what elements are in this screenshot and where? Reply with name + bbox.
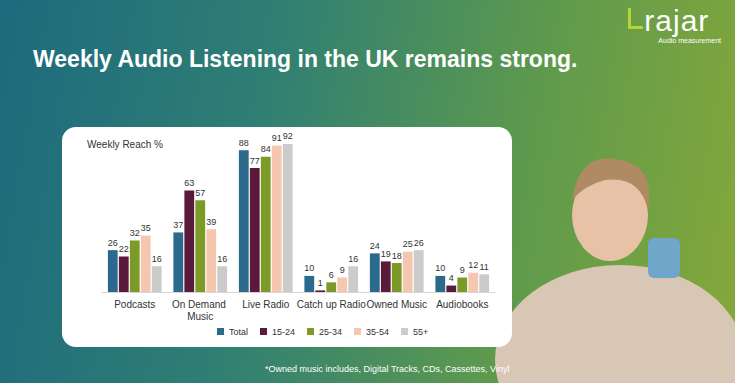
svg-text:Podcasts: Podcasts [114,299,155,310]
svg-text:Owned Music: Owned Music [366,299,427,310]
svg-text:25-34: 25-34 [319,327,342,337]
svg-text:1: 1 [318,278,323,288]
svg-text:15-24: 15-24 [272,327,295,337]
svg-text:4: 4 [449,273,454,283]
html-text:Weekly Audio Listening in the: Weekly Audio Listening in the UK remains… [33,46,578,72]
svg-text:92: 92 [283,131,293,141]
svg-text:24: 24 [370,241,380,251]
svg-text:Live Radio: Live Radio [242,299,290,310]
svg-text:On Demand: On Demand [172,299,229,310]
svg-text:11: 11 [480,262,489,272]
svg-text:9: 9 [340,265,345,275]
svg-text:26: 26 [414,238,424,248]
svg-text:25: 25 [403,239,413,249]
svg-text:39: 39 [206,217,216,227]
svg-text:88: 88 [239,138,249,148]
svg-text:22: 22 [119,244,129,254]
svg-text:Weekly Reach %: Weekly Reach % [87,139,163,150]
svg-text:16: 16 [152,254,162,264]
svg-text:26: 26 [108,238,118,248]
svg-text:55+: 55+ [413,327,428,337]
svg-text:Audiobooks: Audiobooks [436,299,488,310]
svg-text:63: 63 [184,178,194,188]
svg-text:84: 84 [261,144,271,154]
svg-text:Music: Music [187,311,213,322]
svg-text:35: 35 [141,223,151,233]
svg-text:9: 9 [460,265,465,275]
svg-text:19: 19 [381,249,391,259]
svg-text:35-54: 35-54 [366,327,389,337]
svg-text:10: 10 [304,263,314,273]
svg-text:Total: Total [229,327,248,337]
svg-text:77: 77 [250,156,260,166]
svg-text:10: 10 [435,263,445,273]
svg-text:Catch up Radio: Catch up Radio [297,299,366,310]
html-text:Audio measurement: Audio measurement [658,37,721,44]
svg-text:16: 16 [217,254,227,264]
html-text:rajar: rajar [644,4,710,37]
svg-text:91: 91 [272,133,282,143]
svg-text:57: 57 [195,188,205,198]
svg-text:6: 6 [329,270,334,280]
html-text:*Owned music includes, Digital: *Owned music includes, Digital Tracks, C… [265,364,510,374]
svg-text:37: 37 [173,220,183,230]
svg-text:12: 12 [468,260,478,270]
svg-text:16: 16 [348,254,358,264]
svg-text:18: 18 [392,251,402,261]
svg-text:32: 32 [130,228,140,238]
